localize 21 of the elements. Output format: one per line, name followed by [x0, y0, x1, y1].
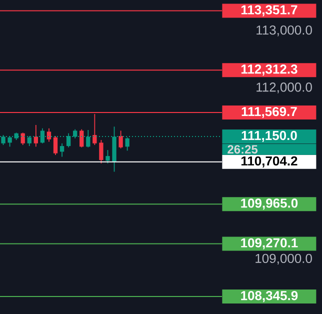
y-tick-label: 109,000.0	[256, 254, 312, 265]
candlestick	[46, 128, 52, 142]
y-tick-label: 112,000.0	[256, 82, 312, 94]
ref-line-label: 109,965.0	[241, 198, 298, 210]
ref-line-label: 113,351.7	[241, 5, 298, 16]
candlestick	[118, 130, 123, 149]
ref-line-label: 111,150.0	[242, 130, 297, 142]
candlestick	[106, 150, 110, 164]
candlestick	[80, 128, 84, 148]
ref-line-label: 108,345.9	[241, 290, 298, 302]
candlestick	[34, 124, 38, 148]
y-tick-label: 113,000.0	[256, 25, 312, 36]
candlestick	[20, 132, 25, 146]
candlestick	[53, 136, 58, 156]
ref-line-label: 110,704.2	[241, 156, 298, 168]
candlestick	[60, 142, 64, 158]
ref-line-label: 112,312.3	[241, 64, 298, 76]
text: 26:25	[228, 145, 258, 154]
candlestick	[99, 140, 104, 164]
ref-line-label: 111,569.7	[242, 106, 297, 118]
ref-line-label: 109,270.1	[241, 238, 298, 250]
